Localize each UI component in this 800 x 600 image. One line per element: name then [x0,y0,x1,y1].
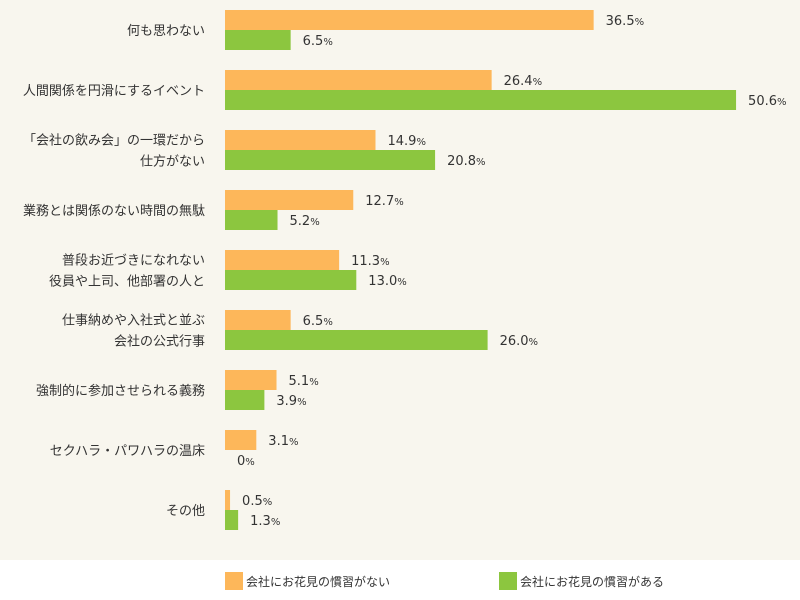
data-label: 5.2% [290,214,320,229]
data-label: 0.5% [242,494,272,509]
category-label: その他 [166,504,205,519]
data-label: 20.8% [447,154,485,169]
bar-has-custom [225,90,737,110]
bar-no-custom [225,430,257,450]
data-label: 6.5% [303,314,333,329]
category-label: 「会社の飲み会」の一環だから仕方がない [23,133,205,170]
bar-has-custom [225,270,357,290]
legend-label-has-custom: 会社にお花見の慣習がある [520,574,665,589]
category-label: 何も思わない [127,23,205,39]
legend-swatch-has-custom [499,572,517,590]
bar-has-custom [225,30,291,50]
legend-label-no-custom: 会社にお花見の慣習がない [246,574,391,589]
legend-item-no-custom: 会社にお花見の慣習がない [225,572,390,590]
data-label: 3.1% [268,434,298,449]
bar-chart: 何も思わない 36.5% 6.5% 人間関係を円滑にするイベント 26.4% 50.6% 「… [23,10,787,530]
data-label: 14.9% [387,134,425,149]
category-label: 業務とは関係のない時間の無駄 [23,203,205,219]
category-label: 普段お近づきになれない役員や上司、他部署の人と [49,254,205,290]
bar-has-custom [225,210,278,230]
data-label: 50.6% [748,94,786,109]
bar-no-custom [225,10,594,30]
bar-has-custom [225,330,488,350]
data-label: 12.7% [365,194,403,209]
data-label: 3.9% [276,394,306,409]
category-label: 強制的に参加させられる義務 [36,383,205,399]
data-label: 11.3% [351,254,389,269]
bar-no-custom [225,310,291,330]
data-label: 13.0% [368,274,406,289]
bar-no-custom [225,370,277,390]
bar-no-custom [225,190,354,210]
bar-no-custom [225,70,492,90]
bar-has-custom [225,510,239,530]
bar-has-custom [225,150,436,170]
data-label: 0% [237,454,255,469]
data-label: 26.0% [500,334,538,349]
bar-no-custom [225,490,231,510]
legend-swatch-no-custom [225,572,243,590]
data-label: 6.5% [303,34,333,49]
data-label: 1.3% [250,514,280,529]
chart-area: 何も思わない 36.5% 6.5% 人間関係を円滑にするイベント 26.4% 50.6% 「… [0,0,800,560]
bar-no-custom [225,130,376,150]
category-label: 仕事納めや入社式と並ぶ会社の公式行事 [62,313,205,350]
category-label: 人間関係を円滑にするイベント [23,84,205,99]
data-label: 36.5% [606,14,644,29]
data-label: 26.4% [504,74,542,89]
data-label: 5.1% [289,374,319,389]
category-label: セクハラ・パワハラの温床 [50,444,205,459]
bar-has-custom [225,390,265,410]
legend-item-has-custom: 会社にお花見の慣習がある [499,572,664,590]
legend: 会社にお花見の慣習がない 会社にお花見の慣習がある [0,560,800,600]
bar-no-custom [225,250,340,270]
